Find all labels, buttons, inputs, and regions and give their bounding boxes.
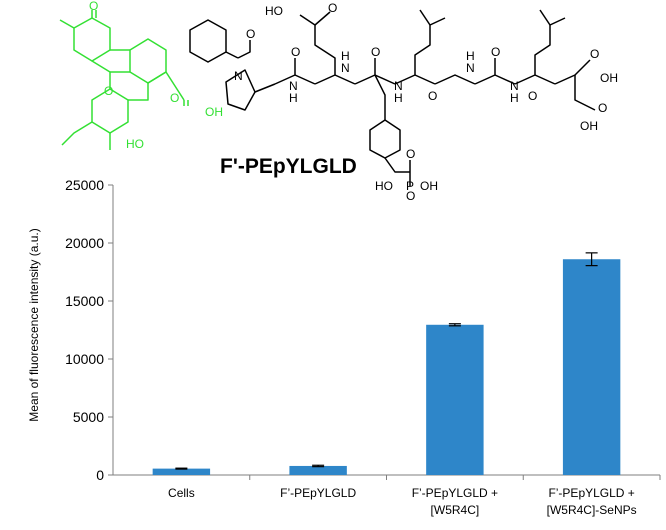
co4-label: O [428, 89, 437, 103]
y-tick-label: 10000 [65, 351, 104, 367]
phos-p-label: P [406, 179, 414, 193]
nh5-label: N [510, 79, 519, 93]
asp-oh-label: OH [600, 71, 618, 85]
bars [152, 252, 621, 475]
peptide-backbone [189, 9, 596, 186]
co1-label: O [246, 27, 255, 41]
h4-label: H [466, 49, 475, 63]
y-axis: 0 5000 10000 15000 20000 25000 [65, 177, 660, 483]
bar [562, 259, 621, 475]
x-tick-label: [W5R4C]-SeNPs [547, 503, 637, 517]
nh2-label: N [341, 61, 350, 75]
co2-label: O [291, 45, 300, 59]
carboxyl-oxygen-label: O [170, 91, 179, 105]
asp-o-label: O [590, 47, 599, 61]
x-tick-label: F’-PEpYLGLD + [548, 486, 634, 500]
compound-name: F'-PEpYLGLD [220, 155, 357, 178]
nh3-label: N [394, 79, 403, 93]
nh1-label: N [289, 79, 298, 93]
co6-label: O [528, 89, 537, 103]
bar [426, 324, 484, 475]
x-tick-label: F’-PEpYLGLD + [412, 486, 498, 500]
y-tick-label: 0 [96, 467, 104, 483]
y-tick-label: 20000 [65, 235, 104, 251]
phos-oh-label: OH [420, 179, 438, 193]
phos-ho-label: HO [375, 179, 393, 193]
fluorescein-core [59, 10, 189, 150]
y-tick-label: 15000 [65, 293, 104, 309]
keto-oxygen-label: O [89, 0, 98, 13]
phos-o2-label: O [406, 189, 415, 200]
phos-o1-label: O [406, 147, 415, 161]
glu-ho-label: HO [265, 4, 283, 18]
bar [152, 468, 211, 475]
asp-side-oh-label: OH [580, 119, 598, 133]
y-tick-label: 5000 [73, 409, 104, 425]
pro-n-label: N [234, 69, 243, 83]
ring-oxygen-label: O [104, 84, 113, 98]
nh4-label: N [466, 61, 475, 75]
h3-label: H [394, 91, 403, 105]
y-axis-label: Mean of fluorescence intensity (a.u.) [27, 228, 41, 421]
bar [289, 465, 347, 475]
x-tick-label: F’-PEpYLGLD [280, 486, 356, 500]
h2-label: H [341, 49, 350, 63]
x-tick-label: Cells [168, 486, 195, 500]
glu-o-label: O [328, 1, 337, 15]
y-tick-label: 25000 [65, 177, 104, 193]
co5-label: O [491, 45, 500, 59]
h5-label: H [510, 91, 519, 105]
chemical-structure: O O O OH HO N O O N H HO O N H O N H O N… [59, 0, 618, 200]
h1-label: H [289, 91, 298, 105]
phenol-oh-label: HO [126, 137, 144, 151]
co3-label: O [371, 45, 380, 59]
x-axis-labels: Cells F’-PEpYLGLD F’-PEpYLGLD + [W5R4C] F’-P… [168, 475, 661, 517]
x-tick-label: [W5R4C] [431, 503, 480, 517]
asp-side-o-label: O [598, 101, 607, 115]
carboxyl-oh-label: OH [205, 105, 223, 119]
